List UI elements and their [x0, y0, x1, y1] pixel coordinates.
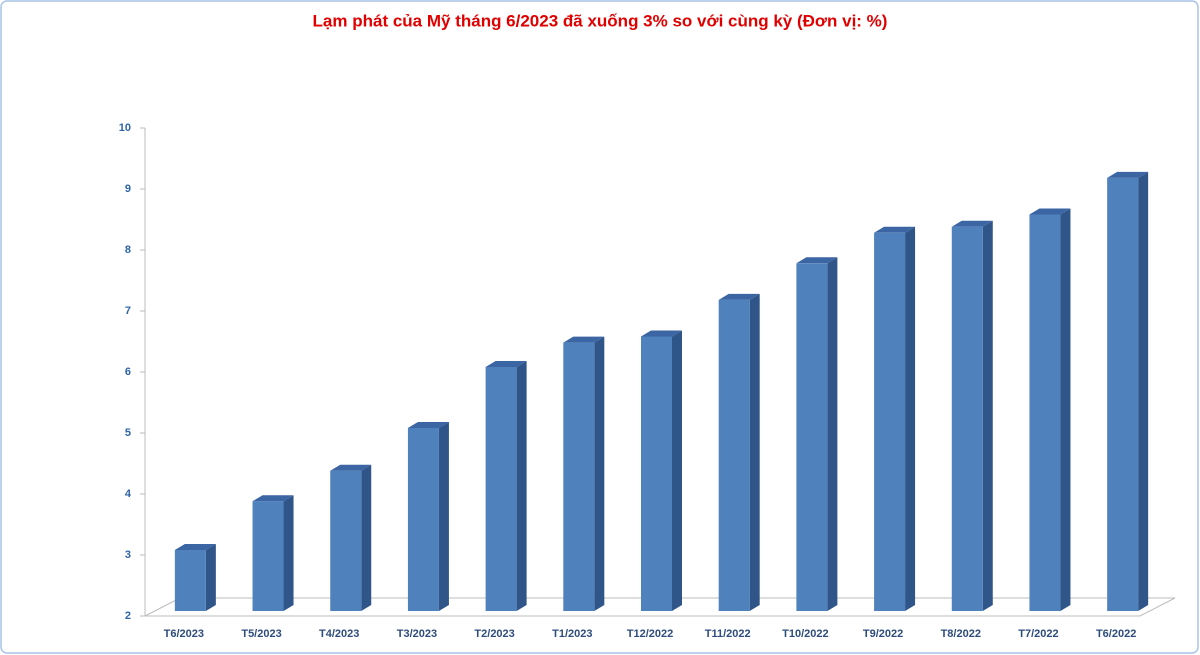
bar — [874, 232, 906, 612]
bar-top — [252, 495, 294, 502]
bar — [718, 299, 750, 611]
bar-top — [641, 330, 682, 337]
bar — [1107, 177, 1139, 611]
bar-side — [516, 361, 527, 611]
bar-side — [827, 257, 838, 611]
y-tick-label: 7 — [125, 305, 131, 317]
x-tick-label: T12/2022 — [627, 628, 673, 640]
bar — [563, 342, 595, 611]
y-tick-label: 9 — [125, 183, 131, 195]
y-tick-label: 5 — [125, 427, 131, 439]
bar — [330, 470, 362, 611]
bar-top — [174, 544, 216, 550]
bar-top — [330, 464, 372, 471]
bar-top — [407, 422, 449, 428]
bar-side — [905, 226, 916, 612]
bar — [951, 226, 983, 611]
bar-top — [1029, 208, 1071, 215]
y-tick-label: 2 — [125, 610, 131, 622]
bar — [641, 336, 672, 611]
bar — [485, 367, 517, 611]
bar-top — [796, 257, 838, 264]
bar-side — [1060, 208, 1071, 611]
x-tick-label: T9/2022 — [863, 628, 903, 640]
y-tick-label: 10 — [119, 122, 131, 134]
x-tick-label: T6/2022 — [1096, 628, 1136, 640]
x-tick-label: T6/2023 — [164, 628, 204, 640]
x-tick-label: T8/2022 — [941, 628, 981, 640]
x-tick-label: T1/2023 — [552, 628, 592, 640]
y-tick-label: 3 — [125, 549, 131, 561]
x-tick-label: T7/2022 — [1018, 628, 1058, 640]
bar-top — [1107, 171, 1149, 178]
bar — [252, 501, 284, 611]
bar-side — [205, 544, 216, 611]
x-tick-label: T2/2023 — [474, 628, 514, 640]
bar-top — [874, 226, 916, 233]
x-tick-label: T11/2022 — [705, 628, 751, 640]
bar-top — [485, 361, 527, 367]
bar-side — [1138, 171, 1149, 611]
x-tick-label: T4/2023 — [319, 628, 359, 640]
bar-side — [283, 495, 294, 611]
bar-top — [951, 220, 993, 227]
bar — [1029, 214, 1061, 611]
bar — [796, 263, 828, 611]
x-tick-label: T10/2022 — [782, 628, 828, 640]
bar-side — [749, 293, 760, 611]
x-tick-label: T3/2023 — [397, 628, 437, 640]
bar-side — [438, 422, 449, 611]
bar-side — [982, 220, 993, 611]
y-tick-label: 4 — [125, 488, 132, 500]
chart-title: Lạm phát của Mỹ tháng 6/2023 đã xuống 3%… — [313, 11, 888, 30]
bar-top — [563, 336, 605, 343]
y-tick-label: 6 — [125, 366, 131, 378]
bar-top — [718, 293, 760, 300]
bar-side — [594, 336, 605, 611]
bar — [174, 550, 206, 611]
bar-side — [672, 330, 682, 611]
bar-side — [361, 464, 372, 611]
x-tick-label: T5/2023 — [241, 628, 281, 640]
bar — [407, 428, 439, 611]
y-tick-label: 8 — [125, 244, 131, 256]
